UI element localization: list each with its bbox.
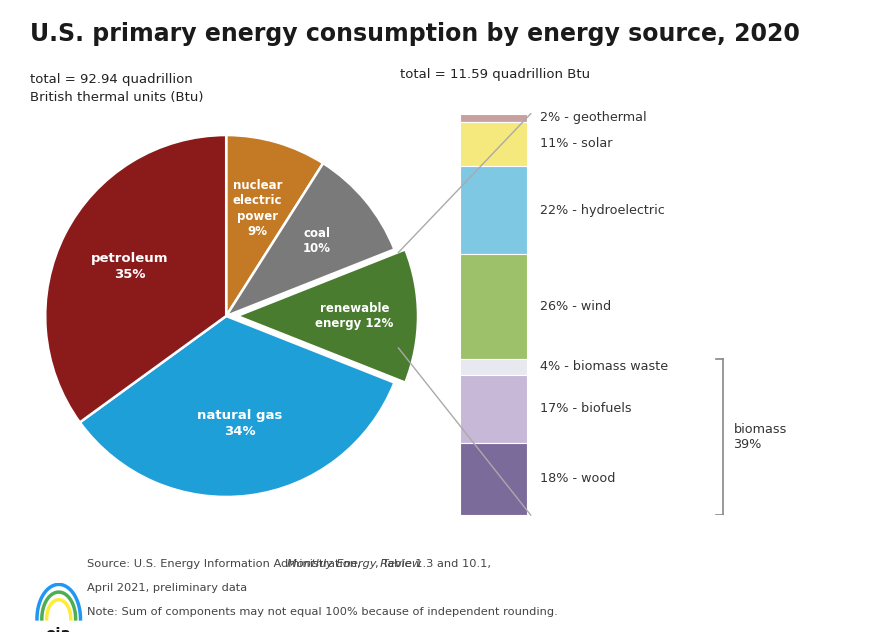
Text: Monthly Energy Review: Monthly Energy Review: [287, 559, 421, 569]
Text: biomass
39%: biomass 39%: [733, 423, 786, 451]
Wedge shape: [45, 135, 226, 422]
Text: , Table 1.3 and 10.1,: , Table 1.3 and 10.1,: [375, 559, 491, 569]
Text: nuclear
electric
power
9%: nuclear electric power 9%: [233, 178, 282, 238]
Wedge shape: [236, 250, 417, 382]
Bar: [460, 375, 527, 443]
Bar: [460, 254, 527, 358]
Text: renewable
energy 12%: renewable energy 12%: [315, 301, 394, 331]
Bar: [460, 114, 527, 122]
Text: 2% - geothermal: 2% - geothermal: [540, 111, 647, 125]
Text: Note: Sum of components may not equal 100% because of independent rounding.: Note: Sum of components may not equal 10…: [87, 607, 557, 617]
Text: total = 92.94 quadrillion
British thermal units (Btu): total = 92.94 quadrillion British therma…: [30, 73, 203, 104]
Text: 4% - biomass waste: 4% - biomass waste: [540, 360, 667, 373]
Text: total = 11.59 quadrillion Btu: total = 11.59 quadrillion Btu: [400, 68, 590, 81]
Text: natural gas
34%: natural gas 34%: [197, 410, 282, 438]
Text: 22% - hydroelectric: 22% - hydroelectric: [540, 204, 664, 217]
Bar: [460, 443, 527, 515]
Text: 18% - wood: 18% - wood: [540, 473, 615, 485]
Text: 17% - biofuels: 17% - biofuels: [540, 402, 631, 415]
Text: petroleum
35%: petroleum 35%: [90, 252, 168, 281]
Text: coal
10%: coal 10%: [302, 227, 330, 255]
Bar: [460, 122, 527, 166]
Text: April 2021, preliminary data: April 2021, preliminary data: [87, 583, 247, 593]
Wedge shape: [226, 163, 394, 316]
Text: U.S. primary energy consumption by energy source, 2020: U.S. primary energy consumption by energ…: [30, 22, 799, 46]
Text: eia: eia: [46, 627, 71, 632]
Text: 11% - solar: 11% - solar: [540, 137, 612, 150]
Text: Source: U.S. Energy Information Administration,: Source: U.S. Energy Information Administ…: [87, 559, 364, 569]
Text: 26% - wind: 26% - wind: [540, 300, 611, 313]
Wedge shape: [226, 135, 322, 316]
Wedge shape: [80, 316, 394, 497]
Bar: [460, 358, 527, 375]
Bar: [460, 166, 527, 254]
